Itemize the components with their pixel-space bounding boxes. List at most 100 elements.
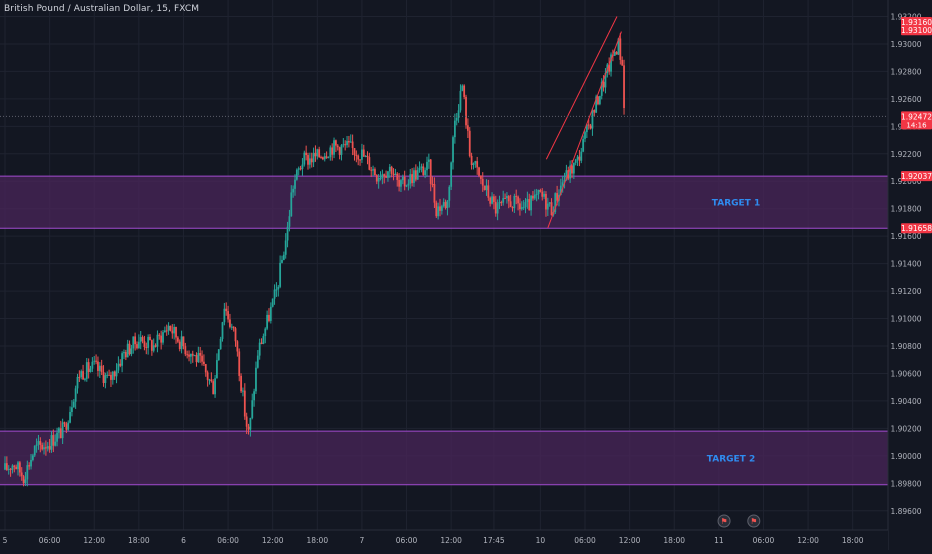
- candle-body: [93, 360, 96, 362]
- candle-body: [565, 170, 568, 181]
- price-badge[interactable]: [901, 111, 932, 130]
- price-tick-label: 1.90000: [890, 452, 921, 461]
- candle-body: [470, 155, 473, 165]
- candle-body: [13, 465, 16, 467]
- price-badge[interactable]: [901, 171, 932, 182]
- channel-line-upper[interactable]: [545, 16, 618, 160]
- price-badge[interactable]: [901, 25, 932, 36]
- candle-body: [507, 196, 510, 202]
- candle-body: [574, 159, 577, 163]
- candle-body: [392, 173, 395, 175]
- price-badge[interactable]: [901, 223, 932, 234]
- price-tick-label: 1.91200: [890, 287, 921, 296]
- price-axis[interactable]: 1.89600 1.89800 1.90000 1.90200 1.90400 1.906…: [887, 0, 932, 550]
- rising-channel[interactable]: [545, 16, 622, 229]
- candle-body: [50, 435, 53, 450]
- time-axis[interactable]: 5 06:00 12:00 18:00 6 06:00 12:00 18:00 7 06:00 12…: [0, 529, 888, 550]
- candle-body: [342, 144, 345, 146]
- target-zones: TARGET 1 TARGET 2: [0, 175, 888, 486]
- price-badge-label: 1.92037: [901, 172, 932, 181]
- economic-event-flag[interactable]: [747, 514, 761, 528]
- candle-body: [366, 155, 369, 158]
- candle-body: [321, 157, 324, 160]
- candle-body: [197, 352, 200, 363]
- candle-body: [388, 166, 391, 172]
- candle-body: [416, 170, 419, 180]
- candle-body: [115, 370, 118, 377]
- candle-body: [346, 141, 348, 146]
- candle-body: [87, 362, 90, 373]
- candle-body: [208, 379, 211, 381]
- candle-body: [374, 169, 376, 176]
- candle-body: [240, 375, 242, 392]
- time-tick-label: 06:00: [217, 536, 239, 545]
- symbol-title: British Pound / Australian Dollar, 15, F…: [4, 4, 200, 14]
- candle-body: [303, 152, 306, 165]
- candle-body: [457, 110, 460, 119]
- channel-line-lower[interactable]: [547, 31, 622, 229]
- event-markers[interactable]: ⚑ ⚑: [717, 514, 761, 528]
- candle-body: [182, 336, 185, 347]
- price-tick-label: 1.91000: [890, 315, 921, 324]
- candle-body: [494, 201, 497, 214]
- candle-body: [258, 342, 261, 356]
- candle-body: [344, 144, 347, 146]
- candle-body: [498, 202, 501, 204]
- economic-event-flags[interactable]: [717, 514, 731, 528]
- candle-body: [271, 298, 274, 307]
- candle-body: [54, 441, 57, 446]
- time-tick-label: 12:00: [262, 536, 284, 545]
- candle-body: [316, 149, 319, 157]
- candle-body: [407, 183, 410, 186]
- candle-body: [340, 145, 343, 155]
- candle-body: [227, 311, 229, 320]
- candle-body: [466, 125, 469, 131]
- candle-body: [530, 195, 532, 211]
- candle-body: [299, 168, 302, 170]
- candle-body: [513, 195, 516, 209]
- time-tick-label: 7: [360, 536, 365, 545]
- candle-body: [111, 371, 114, 380]
- candle-body: [491, 196, 493, 204]
- target-zone-2[interactable]: [0, 431, 888, 485]
- price-badge[interactable]: [901, 16, 932, 27]
- candle-body: [225, 308, 228, 312]
- candle-body: [511, 207, 514, 209]
- candle-body: [493, 196, 495, 202]
- candle-body: [236, 341, 239, 352]
- candle-body: [437, 206, 440, 217]
- candle-body: [595, 96, 598, 113]
- candle-body: [221, 322, 224, 339]
- candle-body: [91, 361, 94, 369]
- candle-body: [7, 468, 10, 470]
- candle-body: [413, 170, 415, 183]
- candle-body: [191, 353, 194, 356]
- candle-body: [260, 342, 263, 344]
- candle-body: [483, 185, 486, 191]
- candle-body: [572, 162, 575, 174]
- candle-body: [439, 206, 441, 211]
- candle-body: [212, 381, 215, 395]
- time-tick-label: 18:00: [842, 536, 864, 545]
- candle-body: [275, 289, 278, 291]
- candle-body: [522, 207, 525, 209]
- candle-body: [383, 174, 386, 177]
- candle-body: [242, 390, 244, 392]
- candle-body: [485, 185, 488, 191]
- candle-body: [210, 379, 213, 382]
- candle-body: [613, 52, 616, 56]
- candle-body: [110, 374, 112, 380]
- flag-icon: ⚑: [750, 517, 757, 526]
- candle-body: [158, 334, 161, 336]
- candle-body: [175, 326, 177, 338]
- candle-body: [420, 166, 423, 169]
- candle-body: [266, 314, 269, 329]
- time-tick-label: 11: [714, 536, 724, 545]
- candle-body: [156, 334, 159, 347]
- time-tick-label: 18:00: [306, 536, 328, 545]
- candle-body: [489, 197, 492, 204]
- candle-body: [30, 459, 32, 467]
- candle-body: [621, 59, 624, 66]
